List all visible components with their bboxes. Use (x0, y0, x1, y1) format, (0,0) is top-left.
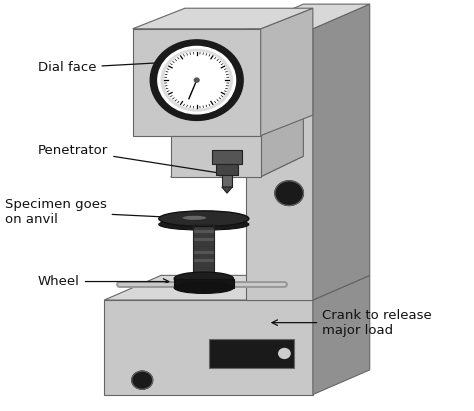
Text: Penetrator: Penetrator (38, 143, 226, 176)
Polygon shape (246, 4, 370, 29)
Polygon shape (209, 339, 294, 368)
Polygon shape (193, 232, 214, 237)
Polygon shape (193, 219, 214, 224)
Polygon shape (193, 278, 214, 284)
Polygon shape (133, 29, 261, 136)
Circle shape (275, 181, 303, 206)
Ellipse shape (159, 219, 249, 230)
Text: Specimen goes
on anvil: Specimen goes on anvil (5, 198, 178, 226)
Circle shape (194, 78, 199, 82)
Circle shape (164, 52, 229, 108)
Polygon shape (193, 249, 214, 254)
Polygon shape (193, 253, 214, 258)
Polygon shape (193, 245, 214, 250)
Polygon shape (313, 4, 370, 300)
Polygon shape (222, 175, 232, 187)
Text: Crank to release
major load: Crank to release major load (272, 309, 432, 337)
Polygon shape (171, 156, 303, 177)
Circle shape (158, 46, 236, 114)
Polygon shape (104, 300, 313, 395)
Polygon shape (193, 236, 214, 241)
Circle shape (132, 371, 153, 389)
Polygon shape (193, 240, 214, 245)
Polygon shape (216, 164, 238, 175)
Ellipse shape (174, 282, 233, 293)
Ellipse shape (182, 216, 206, 220)
Polygon shape (133, 8, 313, 29)
Polygon shape (212, 150, 242, 164)
Text: Dial face: Dial face (38, 58, 214, 74)
Circle shape (279, 349, 290, 358)
Polygon shape (171, 136, 261, 177)
Ellipse shape (174, 272, 233, 285)
Polygon shape (193, 223, 214, 229)
Text: Wheel: Wheel (38, 275, 169, 288)
Polygon shape (193, 266, 214, 271)
Polygon shape (193, 270, 214, 275)
Polygon shape (261, 115, 303, 177)
Polygon shape (193, 228, 214, 233)
Circle shape (161, 49, 232, 111)
Polygon shape (261, 8, 313, 136)
Polygon shape (193, 274, 214, 279)
Polygon shape (313, 275, 370, 395)
Polygon shape (246, 29, 313, 300)
Polygon shape (174, 279, 234, 288)
Polygon shape (104, 275, 370, 300)
Polygon shape (193, 261, 214, 267)
Polygon shape (193, 282, 214, 288)
Ellipse shape (159, 211, 249, 226)
Polygon shape (222, 187, 232, 193)
Circle shape (150, 40, 243, 120)
Polygon shape (193, 257, 214, 262)
